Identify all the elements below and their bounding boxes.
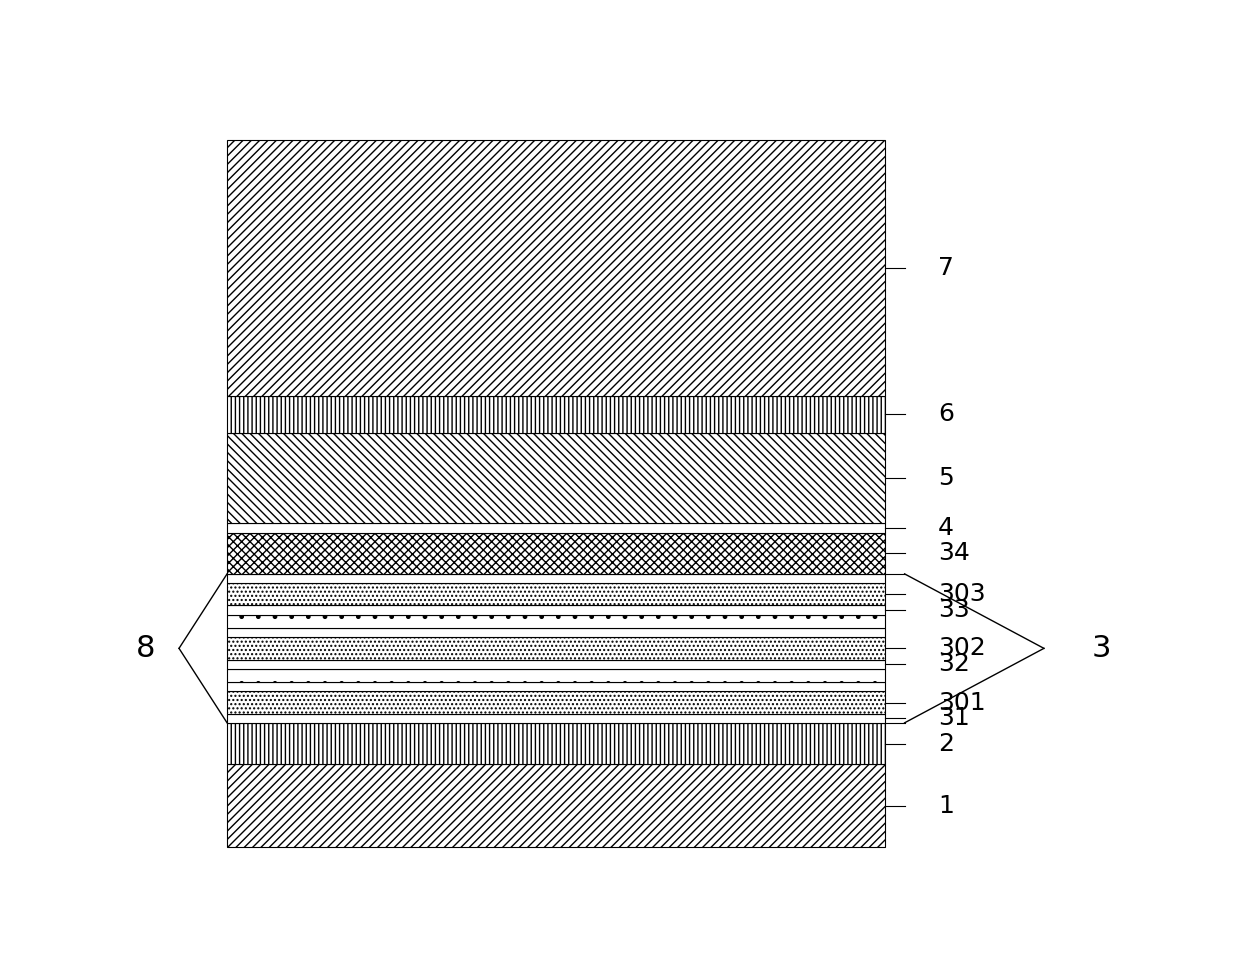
Text: 3: 3	[1092, 634, 1111, 662]
Bar	[227, 764, 885, 847]
Text: 2: 2	[939, 732, 955, 755]
Bar	[227, 396, 885, 433]
Text: 1: 1	[939, 793, 954, 818]
Bar	[227, 628, 885, 637]
Text: 34: 34	[939, 541, 970, 565]
Text: 301: 301	[939, 691, 986, 714]
Text: 6: 6	[939, 403, 955, 426]
Text: 302: 302	[939, 636, 986, 660]
Bar	[227, 583, 885, 606]
Text: 303: 303	[939, 582, 986, 606]
Bar	[227, 682, 885, 692]
Bar	[227, 524, 885, 532]
Text: 8: 8	[135, 634, 155, 662]
Text: 4: 4	[939, 516, 955, 540]
Bar	[227, 140, 885, 396]
Bar	[227, 659, 885, 668]
Bar	[227, 723, 885, 764]
Bar	[227, 637, 885, 659]
Bar	[227, 692, 885, 714]
Text: 31: 31	[939, 706, 970, 731]
Bar	[227, 606, 885, 615]
Bar	[227, 573, 885, 583]
Bar	[227, 433, 885, 524]
Bar	[227, 532, 885, 573]
Text: 5: 5	[939, 466, 954, 490]
Bar	[227, 615, 885, 628]
Bar	[227, 714, 885, 723]
Text: 33: 33	[939, 598, 970, 622]
Text: 7: 7	[939, 256, 954, 279]
Bar	[227, 668, 885, 682]
Text: 32: 32	[939, 653, 970, 676]
